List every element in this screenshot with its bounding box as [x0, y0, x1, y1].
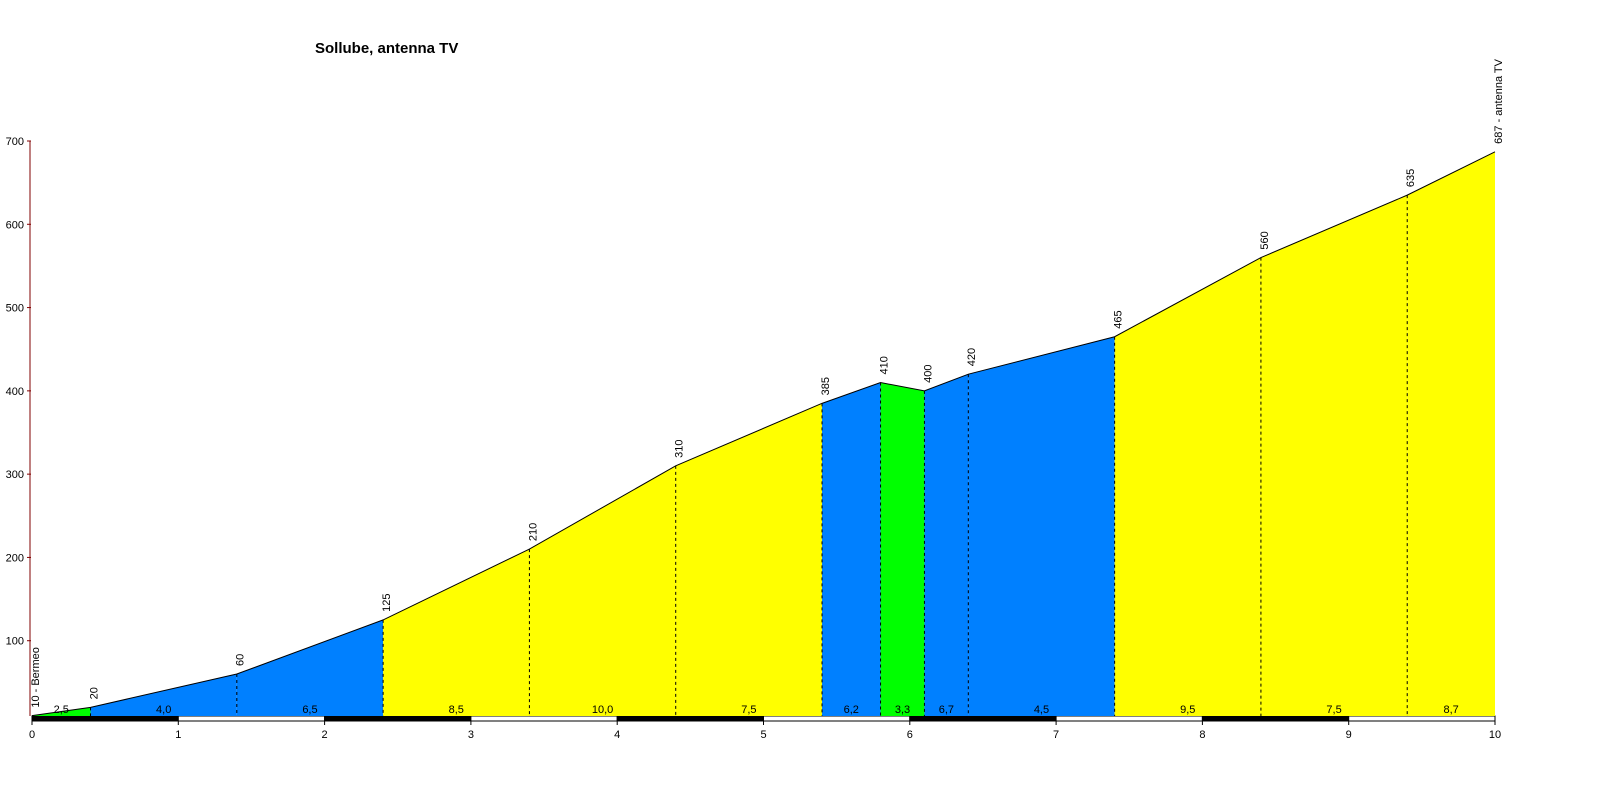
km-strip: [324, 715, 472, 722]
gradient-label: 7,5: [1326, 704, 1341, 716]
km-strip: [616, 715, 765, 722]
x-tick-label: 9: [1346, 729, 1352, 741]
altitude-label: 210: [527, 523, 539, 541]
x-tick-label: 8: [1199, 729, 1205, 741]
x-tick-label: 4: [614, 729, 620, 741]
profile-line: [31, 151, 1496, 717]
gradient-label: 10,0: [592, 704, 613, 716]
gradient-label: 6,5: [302, 704, 317, 716]
chart-title: Sollube, antenna TV: [315, 40, 458, 57]
gradient-segment: [529, 465, 676, 716]
gradient-segment: [968, 336, 1115, 716]
x-tick-label: 2: [322, 729, 328, 741]
gradient-label: 2,5: [54, 704, 69, 716]
altitude-label: 20: [88, 687, 100, 699]
km-strip: [177, 715, 326, 722]
gradient-segment: [383, 549, 530, 716]
x-tick-label: 0: [29, 729, 35, 741]
altitude-label: 410: [878, 356, 890, 374]
gradient-label: 8,5: [449, 704, 464, 716]
km-strip: [763, 715, 911, 722]
y-tick-label: 700: [6, 136, 24, 148]
km-strip: [31, 715, 179, 722]
x-tick-label: 5: [760, 729, 766, 741]
x-tick-label: 7: [1053, 729, 1059, 741]
gradient-segment: [90, 674, 237, 716]
altitude-label: 465: [1113, 310, 1125, 328]
gradient-label: 6,2: [844, 704, 859, 716]
gradient-segment: [1114, 257, 1261, 716]
y-tick-label: 400: [6, 386, 24, 398]
gradient-segment: [822, 382, 881, 716]
altitude-label: 420: [966, 348, 978, 366]
altitude-label: 10 - Bermeo: [30, 647, 42, 708]
x-tick-label: 6: [907, 729, 913, 741]
km-strip: [909, 715, 1057, 722]
gradient-segment: [924, 374, 969, 716]
km-strip: [1055, 715, 1203, 722]
altitude-label: 310: [674, 439, 686, 457]
y-tick-label: 600: [6, 219, 24, 231]
gradient-label: 4,5: [1034, 704, 1049, 716]
gradient-segment: [236, 619, 384, 716]
gradient-segment: [675, 403, 823, 716]
y-tick-label: 200: [6, 552, 24, 564]
x-tick-label: 10: [1489, 729, 1501, 741]
gradient-label: 4,0: [156, 704, 171, 716]
y-tick-label: 300: [6, 469, 24, 481]
km-strip: [1201, 715, 1350, 722]
x-tick-label: 3: [468, 729, 474, 741]
gradient-segment: [1407, 151, 1495, 716]
gradient-label: 8,7: [1443, 704, 1458, 716]
y-tick-label: 500: [6, 303, 24, 315]
gradient-segment: [880, 382, 925, 716]
altitude-label: 400: [922, 364, 934, 382]
km-strip: [1348, 715, 1496, 722]
gradient-segment: [1260, 195, 1408, 716]
y-tick-label: 100: [6, 636, 24, 648]
altitude-label: 635: [1405, 169, 1417, 187]
gradient-label: 3,3: [895, 704, 910, 716]
altitude-label: 125: [381, 594, 393, 612]
altitude-label: 385: [820, 377, 832, 395]
altitude-label: 60: [235, 654, 247, 666]
altitude-label: 687 - antenna TV: [1493, 58, 1505, 143]
altitude-label: 560: [1259, 231, 1271, 249]
km-strip: [470, 715, 618, 722]
gradient-label: 7,5: [741, 704, 756, 716]
gradient-label: 9,5: [1180, 704, 1195, 716]
gradient-label: 6,7: [939, 704, 954, 716]
x-tick-label: 1: [175, 729, 181, 741]
